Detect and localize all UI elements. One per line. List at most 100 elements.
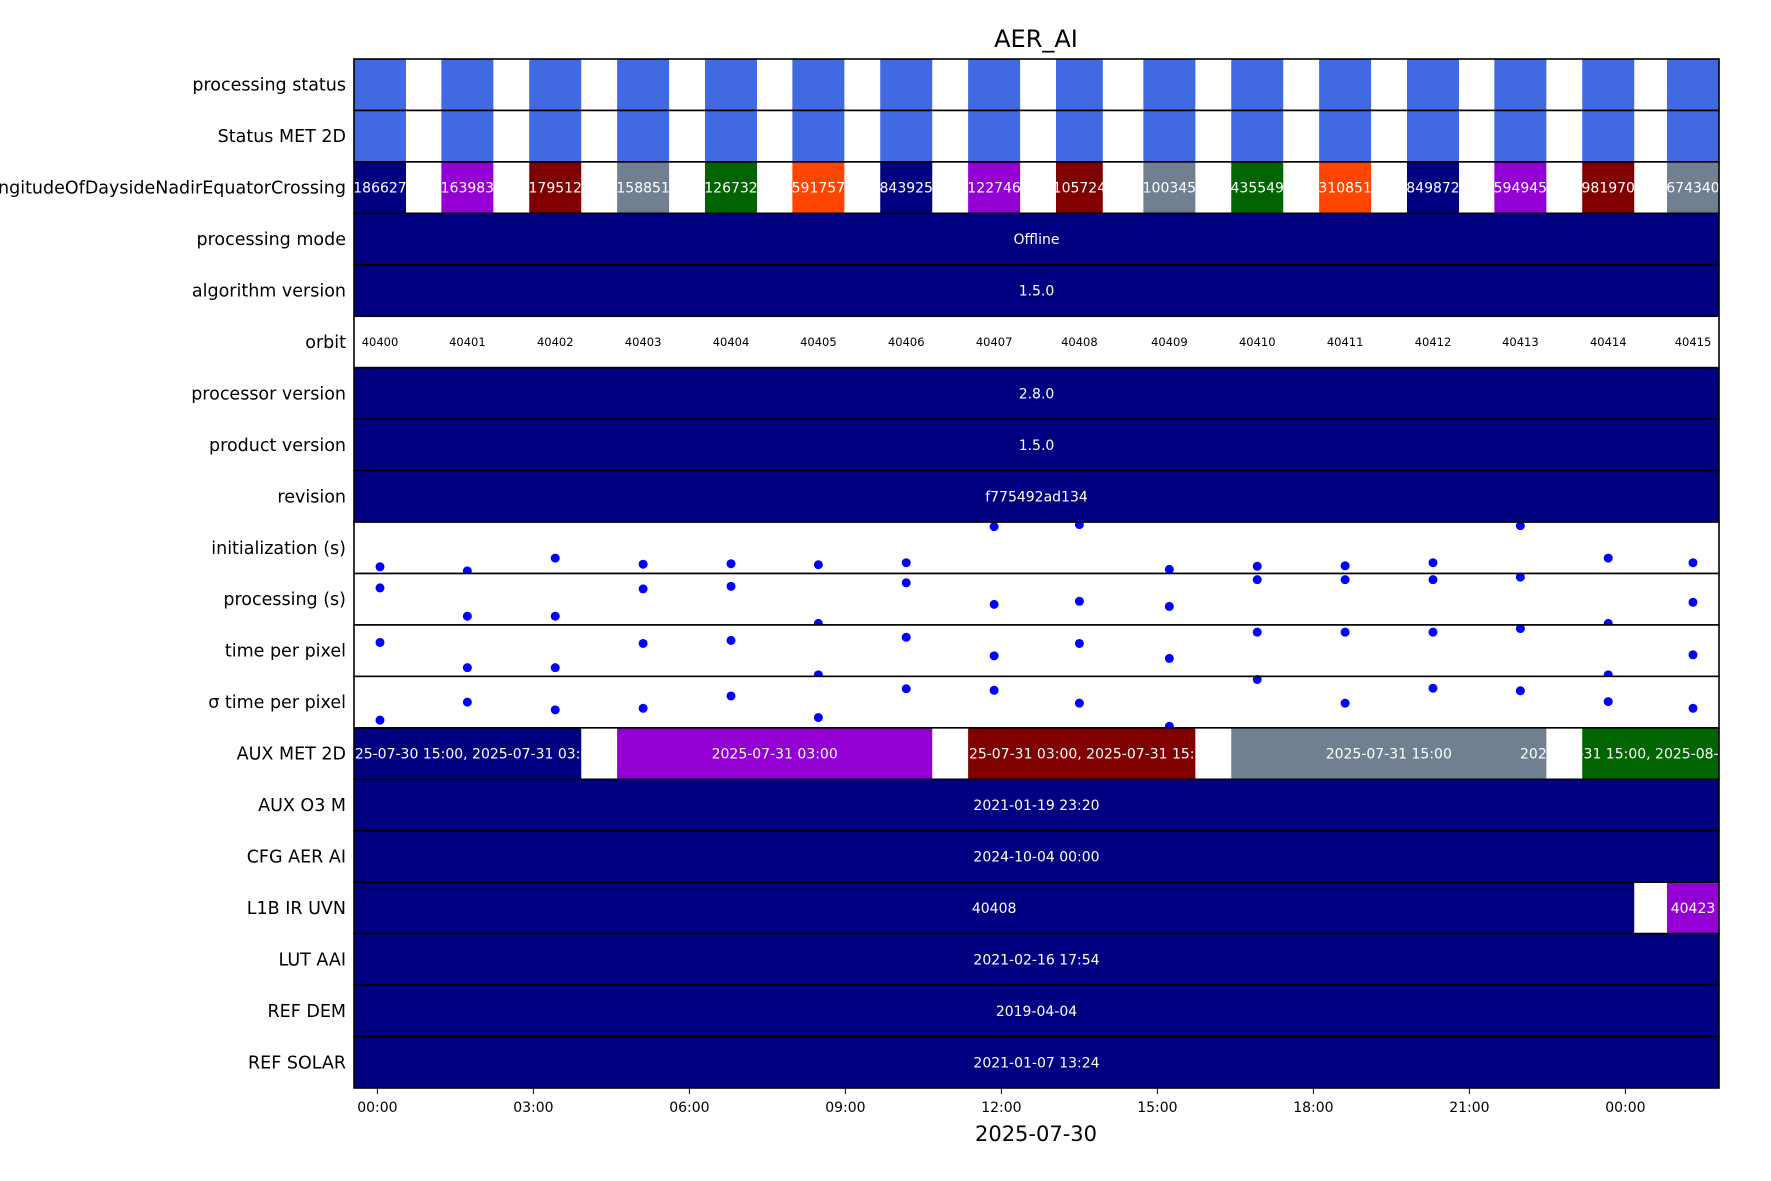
- row-time-per-pixel: time per pixel: [225, 624, 1720, 680]
- segment-bar: [1667, 161, 1719, 214]
- segment-bar: [617, 110, 670, 162]
- row-label: longitudeOfDaysideNadirEquatorCrossing: [0, 179, 346, 199]
- scatter-point: [1164, 601, 1174, 611]
- segment-label: 186627: [353, 181, 406, 197]
- segment-bar: [529, 110, 582, 162]
- row-label: LUT AAI: [278, 950, 346, 970]
- segment-label: 2.8.0: [1019, 386, 1055, 402]
- row-label: processing mode: [196, 230, 346, 250]
- segment-label: 40423: [1671, 901, 1716, 917]
- segment-label: 2019-04-04: [996, 1004, 1077, 1020]
- segment-bar: [354, 830, 1719, 883]
- row-aux-o3-m: 2021-01-19 23:20 AUX O3 M: [258, 778, 1720, 832]
- segment-bar: [1667, 882, 1719, 934]
- row-initialization-s: initialization (s): [211, 520, 1720, 576]
- row-background: [354, 522, 1719, 574]
- row-background: [354, 316, 1719, 368]
- segment-bar: [792, 59, 845, 111]
- scatter-point: [989, 651, 999, 661]
- row-label: revision: [277, 487, 346, 507]
- segment-bar: [1231, 59, 1284, 111]
- row-l1b-ir-uvn: 40408 40423 L1B IR UVN: [247, 881, 1720, 935]
- scatter-point: [726, 691, 736, 701]
- segment-bar: [354, 985, 1719, 1037]
- scatter-point: [989, 685, 999, 695]
- scatter-point: [638, 559, 648, 569]
- row-aux-met-2d: 2025-07-30 15:00, 2025-07-31 03:00 2025-0…: [237, 727, 1771, 781]
- orbit-label: 40411: [1327, 335, 1364, 349]
- segment-bar: [1494, 59, 1547, 111]
- x-tick-label: 12:00: [981, 1100, 1021, 1116]
- row-label: processing status: [192, 76, 346, 96]
- segment-label: 105724: [1053, 181, 1107, 197]
- segment-bar: [705, 59, 757, 111]
- row-time-per-pixel: σ time per pixel: [208, 674, 1720, 731]
- segment-bar: [1231, 727, 1547, 780]
- scatter-point: [1252, 561, 1262, 571]
- row-processing-s: processing (s): [223, 572, 1720, 628]
- segment-bar: [1143, 59, 1196, 111]
- scatter-point: [1074, 698, 1084, 708]
- segment-bar: [1582, 110, 1635, 162]
- scatter-point: [638, 584, 648, 594]
- scatter-point: [726, 635, 736, 645]
- orbit-label: 40414: [1590, 335, 1627, 349]
- scatter-point: [375, 637, 385, 647]
- scatter-point: [550, 553, 560, 563]
- segment-bar: [1231, 161, 1284, 214]
- x-tick-label: 00:00: [357, 1100, 397, 1116]
- row-label: product version: [209, 436, 346, 456]
- segment-bar: [354, 470, 1719, 523]
- orbit-label: 40406: [888, 335, 925, 349]
- segment-bar: [880, 161, 933, 214]
- x-tick-label: 03:00: [513, 1100, 553, 1116]
- row-label: algorithm version: [192, 282, 346, 302]
- scatter-point: [1688, 703, 1698, 713]
- scatter-point: [989, 522, 999, 532]
- orbit-label: 40413: [1502, 335, 1539, 349]
- segment-label: 163983: [441, 181, 494, 197]
- row-background: [354, 624, 1719, 677]
- segment-bar: [1231, 110, 1284, 162]
- segment-bar: [1143, 110, 1196, 162]
- row-label: REF SOLAR: [248, 1053, 346, 1073]
- scatter-point: [901, 578, 911, 588]
- segment-bar: [1319, 110, 1372, 162]
- row-frame: [353, 1035, 1720, 1089]
- segment-bar: [529, 59, 582, 111]
- orbit-label: 40415: [1675, 335, 1712, 349]
- segment-bar: [1667, 110, 1719, 162]
- segment-bar: [792, 110, 845, 162]
- segment-label: 179512: [529, 181, 582, 197]
- orbit-label: 40402: [537, 335, 574, 349]
- segment-bar: [354, 264, 1719, 317]
- scatter-point: [1688, 558, 1698, 568]
- scatter-point: [1164, 564, 1174, 574]
- row-longitudeofdaysidenadirequatorcrossing: 186627 163983 179512 158851 126732 591757 8439…: [0, 161, 1720, 215]
- x-axis: 00:00 03:00 06:00 09:00 12:00 15:00 18:00 21:00…: [357, 1088, 1646, 1116]
- orbit-label: 40404: [713, 335, 750, 349]
- scatter-point: [726, 559, 736, 569]
- scatter-point: [550, 611, 560, 621]
- segment-label: 981970: [1582, 181, 1635, 197]
- orbit-label: 40407: [976, 335, 1013, 349]
- scatter-point: [901, 558, 911, 568]
- row-label: initialization (s): [211, 539, 346, 559]
- scatter-point: [901, 632, 911, 642]
- scatter-point: [550, 663, 560, 673]
- scatter-point: [1340, 698, 1350, 708]
- segment-bar: [880, 59, 933, 111]
- segment-bar: [617, 59, 670, 111]
- orbit-label: 40409: [1151, 335, 1188, 349]
- row-label: orbit: [305, 333, 346, 353]
- scatter-point: [638, 703, 648, 713]
- row-cfg-aer-ai: 2024-10-04 00:00 CFG AER AI: [247, 829, 1720, 884]
- scatter-point: [1074, 596, 1084, 606]
- row-label: L1B IR UVN: [247, 899, 346, 919]
- segment-label: 122746: [967, 181, 1021, 197]
- segment-label: f775492ad134: [985, 489, 1088, 505]
- segment-bar: [441, 161, 494, 214]
- row-background: [354, 110, 1719, 162]
- scatter-point: [1688, 650, 1698, 660]
